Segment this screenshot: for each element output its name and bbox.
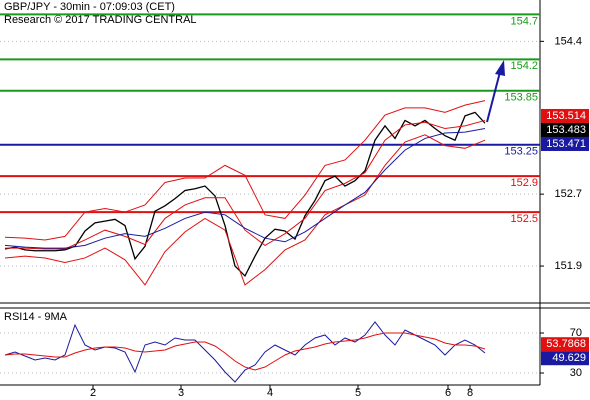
price-label-box <box>541 351 589 366</box>
x-tick-label: 4 <box>267 387 273 399</box>
plot-layer: 154.4 152.7 151.9 154.7 154.2 153.85 153.25 152… <box>0 13 589 399</box>
level-label: 152.5 <box>510 213 538 225</box>
series-line <box>5 119 486 250</box>
x-tick-label: 2 <box>90 387 96 399</box>
series-line <box>4 100 486 241</box>
y-tick-label: 70 <box>570 327 582 339</box>
series-line <box>4 128 486 249</box>
level-label: 154.2 <box>510 60 538 72</box>
series-line <box>4 321 486 383</box>
y-tick-label: 154.4 <box>554 35 582 47</box>
y-tick-label: 30 <box>570 367 582 379</box>
price-label-box <box>541 337 589 352</box>
x-tick-label: 3 <box>178 387 184 399</box>
level-label: 154.7 <box>510 15 538 27</box>
panel-title: RSI14 - 9MA <box>4 311 68 323</box>
y-tick-label: 151.9 <box>554 260 582 272</box>
price-label-box <box>541 136 589 151</box>
price-label: 53.7868 <box>546 338 586 350</box>
price-label: 49.629 <box>552 352 586 364</box>
arrow-shaft <box>486 71 501 123</box>
series-line <box>4 111 486 278</box>
level-label: 153.25 <box>504 146 538 158</box>
price-label-box <box>541 108 589 123</box>
arrow-head <box>495 60 505 76</box>
y-tick-label: 152.7 <box>554 188 582 200</box>
price-label: 153.483 <box>546 124 586 136</box>
price-label: 153.471 <box>546 138 586 150</box>
x-tick-label: 8 <box>467 387 473 399</box>
chart-subtitle: Research © 2017 TRADING CENTRAL <box>4 14 197 26</box>
x-tick-label: 5 <box>355 387 361 399</box>
level-label: 153.85 <box>504 92 538 104</box>
series-line <box>4 332 486 371</box>
price-label-box <box>541 122 589 137</box>
series-line <box>4 134 486 286</box>
price-label: 153.514 <box>546 110 586 122</box>
x-tick-label: 6 <box>445 387 451 399</box>
level-label: 152.9 <box>510 177 538 189</box>
chart-title: GBP/JPY - 30min - 07:09:03 (CET) <box>4 1 175 13</box>
